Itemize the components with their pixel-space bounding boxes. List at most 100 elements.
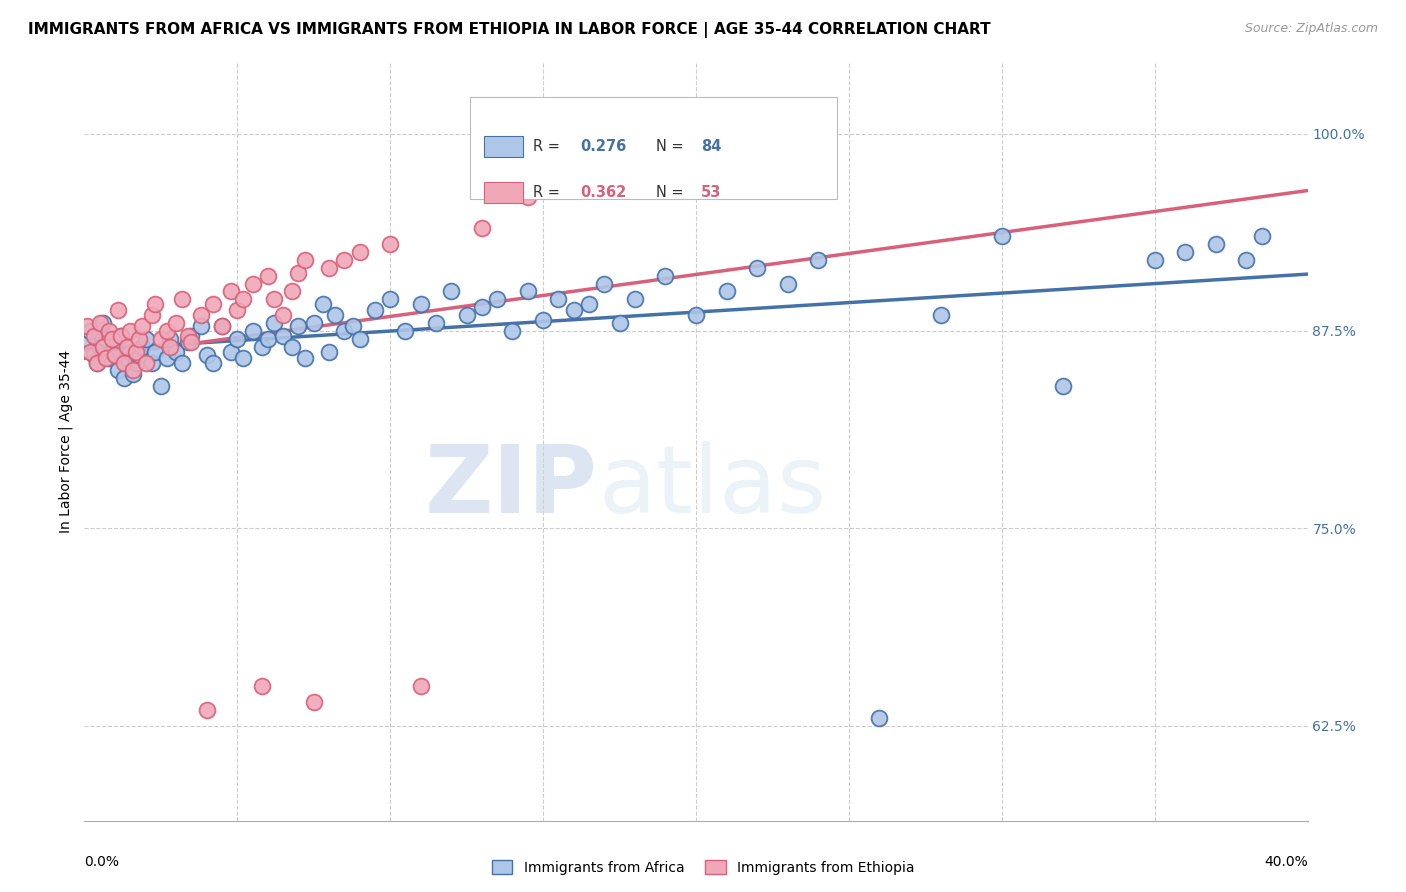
Point	[104, 348, 127, 362]
Point	[364, 303, 387, 318]
Point	[281, 285, 304, 299]
Point	[115, 351, 138, 365]
Point	[180, 334, 202, 349]
Point	[97, 351, 120, 365]
Point	[578, 158, 600, 172]
Text: 0.0%: 0.0%	[84, 855, 120, 869]
Point	[380, 237, 402, 252]
Point	[86, 355, 108, 369]
Point	[250, 340, 273, 354]
Point	[287, 266, 309, 280]
Point	[180, 328, 202, 343]
Point	[79, 344, 101, 359]
Text: 0.276: 0.276	[579, 138, 626, 153]
Point	[115, 340, 138, 354]
Point	[333, 324, 356, 338]
Text: 40.0%: 40.0%	[1264, 855, 1308, 869]
Point	[89, 340, 111, 354]
Point	[263, 316, 285, 330]
Point	[776, 277, 799, 291]
Point	[83, 348, 105, 362]
Text: R =: R =	[533, 138, 565, 153]
Point	[211, 319, 233, 334]
Point	[516, 285, 538, 299]
Point	[425, 316, 447, 330]
Point	[516, 190, 538, 204]
Point	[89, 316, 111, 330]
Point	[380, 293, 402, 307]
Text: 53: 53	[700, 185, 721, 200]
FancyBboxPatch shape	[484, 136, 523, 157]
Point	[143, 344, 166, 359]
Point	[79, 324, 101, 338]
Point	[409, 297, 432, 311]
Point	[342, 319, 364, 334]
Point	[190, 308, 212, 322]
Point	[143, 297, 166, 311]
Point	[76, 319, 98, 334]
Point	[312, 297, 335, 311]
Point	[120, 344, 142, 359]
FancyBboxPatch shape	[470, 96, 837, 199]
Point	[226, 303, 249, 318]
Point	[486, 293, 509, 307]
Point	[201, 355, 224, 369]
Point	[172, 293, 194, 307]
Point	[929, 308, 952, 322]
Point	[294, 351, 316, 365]
Point	[250, 679, 273, 693]
Point	[333, 252, 356, 267]
Point	[201, 297, 224, 311]
Legend: Immigrants from Africa, Immigrants from Ethiopia: Immigrants from Africa, Immigrants from …	[486, 855, 920, 880]
Point	[281, 340, 304, 354]
Point	[302, 316, 325, 330]
Point	[562, 303, 585, 318]
Y-axis label: In Labor Force | Age 35-44: In Labor Force | Age 35-44	[59, 350, 73, 533]
Text: 0.362: 0.362	[579, 185, 626, 200]
Text: 84: 84	[700, 138, 721, 153]
Point	[135, 332, 157, 346]
Text: atlas: atlas	[598, 441, 827, 533]
Point	[624, 293, 647, 307]
Point	[131, 340, 153, 354]
Point	[83, 328, 105, 343]
Point	[869, 711, 891, 725]
Point	[242, 277, 264, 291]
Point	[177, 334, 200, 349]
Point	[86, 355, 108, 369]
Point	[593, 277, 616, 291]
Text: N =: N =	[655, 138, 688, 153]
Point	[104, 334, 127, 349]
Point	[807, 252, 830, 267]
Point	[219, 344, 242, 359]
Point	[747, 260, 769, 275]
Point	[149, 379, 172, 393]
Point	[110, 328, 132, 343]
Point	[294, 252, 316, 267]
Point	[242, 324, 264, 338]
Point	[1052, 379, 1074, 393]
Point	[440, 285, 463, 299]
Point	[195, 703, 218, 717]
Point	[141, 355, 163, 369]
Point	[471, 221, 494, 235]
Point	[1250, 229, 1272, 244]
Point	[125, 355, 148, 369]
Point	[131, 319, 153, 334]
Point	[112, 355, 135, 369]
Point	[135, 355, 157, 369]
Point	[257, 332, 280, 346]
Point	[94, 351, 117, 365]
Text: IMMIGRANTS FROM AFRICA VS IMMIGRANTS FROM ETHIOPIA IN LABOR FORCE | AGE 35-44 CO: IMMIGRANTS FROM AFRICA VS IMMIGRANTS FRO…	[28, 22, 991, 38]
Point	[1236, 252, 1258, 267]
Point	[156, 324, 179, 338]
Point	[1143, 252, 1166, 267]
Point	[318, 344, 340, 359]
Point	[172, 355, 194, 369]
Point	[257, 268, 280, 283]
Point	[101, 332, 124, 346]
Point	[456, 308, 478, 322]
Point	[159, 332, 181, 346]
Point	[502, 324, 524, 338]
Point	[91, 340, 114, 354]
